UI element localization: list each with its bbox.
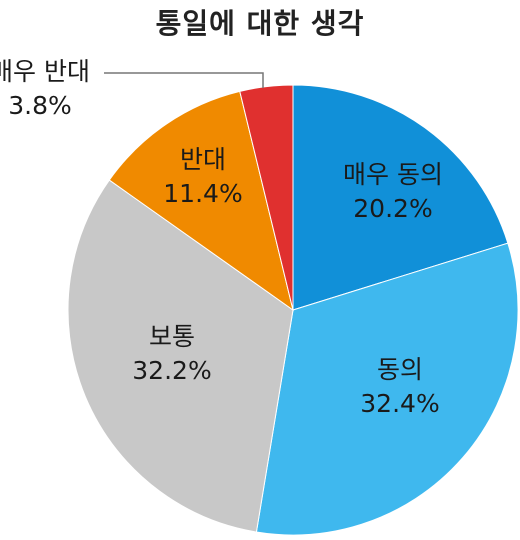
slice-value-label: 32.2%	[132, 356, 211, 385]
slice-label: 매우 반대	[0, 57, 90, 86]
pie-slice	[67, 179, 294, 533]
pie-slice	[239, 84, 294, 311]
pie-slice	[255, 242, 519, 536]
leader-line	[104, 72, 264, 88]
slice-value-label: 32.4%	[360, 389, 439, 418]
slice-value-label: 11.4%	[163, 179, 242, 208]
pie-slice	[108, 90, 294, 312]
chart-title: 통일에 대한 생각	[155, 7, 365, 40]
slice-label: 매우 동의	[343, 160, 443, 189]
slice-label: 반대	[180, 145, 226, 174]
slice-label: 동의	[377, 355, 423, 384]
pie-slice	[292, 84, 509, 311]
slice-value-label: 20.2%	[353, 194, 432, 223]
slice-label: 보통	[149, 322, 195, 351]
slice-value-label: 3.8%	[8, 91, 72, 120]
